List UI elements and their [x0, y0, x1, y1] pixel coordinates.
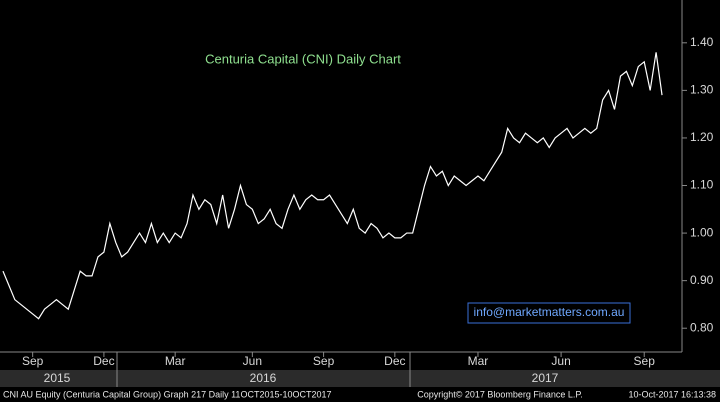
footer-left: CNI AU Equity (Centuria Capital Group) G…	[3, 389, 332, 399]
year-band	[0, 370, 720, 387]
x-tick-label: Dec	[93, 354, 114, 368]
footer-center: Copyright© 2017 Bloomberg Finance L.P.	[417, 389, 583, 399]
x-tick-label: Sep	[634, 354, 656, 368]
x-tick-label: Jun	[243, 354, 262, 368]
y-tick-label: 0.90	[690, 273, 714, 287]
x-tick-label: Mar	[165, 354, 186, 368]
x-tick-label: Sep	[313, 354, 335, 368]
year-label: 2017	[532, 371, 559, 385]
x-tick-label: Dec	[384, 354, 405, 368]
y-tick-label: 1.20	[690, 130, 714, 144]
x-tick-label: Jun	[551, 354, 570, 368]
x-tick-label: Sep	[22, 354, 44, 368]
footer-right: 10-Oct-2017 16:13:38	[628, 389, 716, 399]
y-tick-label: 1.30	[690, 83, 714, 97]
price-line	[2, 52, 663, 320]
y-tick-label: 0.80	[690, 320, 714, 334]
x-tick-label: Mar	[468, 354, 489, 368]
y-tick-label: 1.40	[690, 35, 714, 49]
year-label: 2016	[250, 371, 277, 385]
watermark-box	[467, 302, 631, 324]
y-tick-label: 1.00	[690, 225, 714, 239]
year-label: 2015	[44, 371, 71, 385]
watermark: info@marketmatters.com.au	[474, 305, 625, 319]
chart-title: Centuria Capital (CNI) Daily Chart	[205, 51, 401, 66]
y-tick-label: 1.10	[690, 178, 714, 192]
